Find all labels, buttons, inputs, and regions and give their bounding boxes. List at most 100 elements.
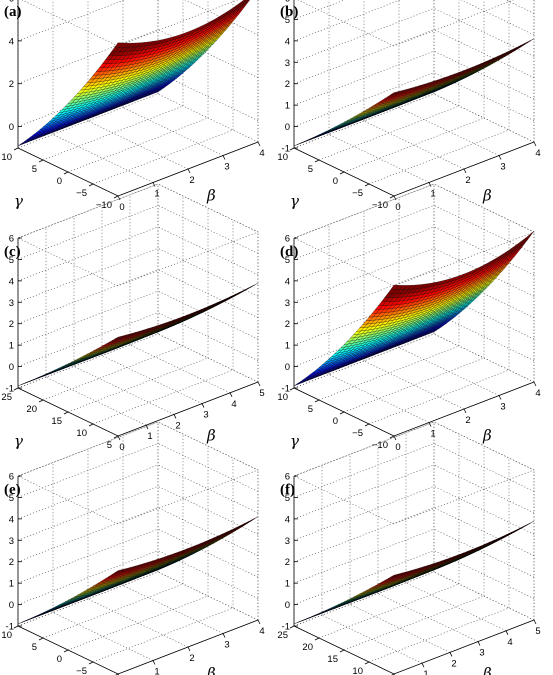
y-tick <box>63 411 69 415</box>
gridline <box>92 129 234 185</box>
gridline <box>363 120 465 170</box>
x-tick-label: 2 <box>465 175 470 186</box>
gridline <box>17 0 125 42</box>
x-tick-label: 4 <box>259 148 264 159</box>
x-tick-label: 0 <box>395 202 400 213</box>
z-tick-label: 6 <box>9 234 14 245</box>
x-tick-label: 3 <box>224 162 229 173</box>
gridline <box>17 29 159 84</box>
z-tick-label: 1 <box>285 101 290 112</box>
x-axis-label: β <box>206 426 216 444</box>
z-tick-label: 4 <box>285 276 290 287</box>
y-tick-label: 5 <box>32 164 37 175</box>
gridline <box>157 312 259 361</box>
z-tick-label: 0 <box>9 362 14 373</box>
z-tick-label: 0 <box>9 122 14 133</box>
z-tick-label: 2 <box>9 319 14 330</box>
gridline <box>17 486 159 541</box>
x-tick-label: 3 <box>500 162 505 173</box>
gridline <box>17 205 159 260</box>
axis-line <box>17 141 259 197</box>
gridline <box>368 129 510 185</box>
y-tick-label: 20 <box>26 404 37 415</box>
gridline <box>293 0 346 20</box>
x-tick <box>257 141 261 147</box>
gridline <box>318 105 460 161</box>
surface-patch <box>114 42 123 48</box>
y-tick-label: 10 <box>76 428 87 439</box>
y-tick-label: −10 <box>96 200 112 211</box>
gridline <box>343 117 485 173</box>
gridline <box>42 105 184 161</box>
gridline <box>293 0 401 42</box>
gridline <box>17 269 159 324</box>
x-tick <box>533 141 537 147</box>
panel-label: (c) <box>4 244 21 260</box>
x-tick-label: 3 <box>500 402 505 413</box>
box-edge <box>297 0 515 47</box>
gridline <box>17 93 159 149</box>
z-tick-label: 4 <box>9 36 14 47</box>
y-tick <box>38 399 44 403</box>
gridline <box>92 607 234 663</box>
x-tick-label: 1 <box>147 431 152 442</box>
x-axis-label: β <box>206 186 216 204</box>
x-tick-label: 0 <box>119 202 124 213</box>
gridline <box>92 369 234 425</box>
axis-line <box>293 381 535 437</box>
axis-line <box>293 141 535 197</box>
x-tick <box>533 381 537 387</box>
gridline <box>157 93 259 143</box>
surface-patch <box>526 230 535 240</box>
z-tick-label: 4 <box>9 276 14 287</box>
y-tick-label: 5 <box>107 440 112 451</box>
gridline <box>52 134 154 183</box>
x-tick-label: 0 <box>395 442 400 453</box>
x-tick <box>463 168 467 174</box>
x-tick-label: 1 <box>154 189 159 200</box>
gridline <box>433 8 535 57</box>
gridline <box>293 50 435 106</box>
gridline <box>17 248 159 303</box>
gridline <box>184 0 259 36</box>
gridline <box>87 598 189 648</box>
x-tick <box>201 403 205 408</box>
gridline <box>157 72 259 121</box>
x-tick-label: 2 <box>175 420 180 431</box>
z-tick-label: 0 <box>285 122 290 133</box>
surface-mesh <box>17 0 250 147</box>
y-tick <box>289 387 295 391</box>
gridline <box>87 120 189 170</box>
z-tick-label: 4 <box>285 36 290 47</box>
gridline <box>363 360 465 410</box>
y-tick-label: 10 <box>277 152 288 163</box>
y-tick-label: −10 <box>372 440 388 451</box>
y-tick <box>389 195 395 199</box>
gridline <box>433 50 535 100</box>
y-tick-label: 0 <box>333 176 338 187</box>
y-tick-label: 0 <box>333 416 338 427</box>
z-tick-label: 2 <box>285 319 290 330</box>
y-tick <box>63 171 69 175</box>
y-tick <box>88 423 94 427</box>
x-tick-label: 4 <box>535 148 540 159</box>
z-tick-label: 3 <box>285 298 290 309</box>
x-tick-label: 4 <box>231 399 236 410</box>
gridline <box>42 345 184 401</box>
x-tick <box>229 392 233 397</box>
panel-label: (a) <box>4 4 22 20</box>
x-tick-label: 1 <box>430 189 435 200</box>
gridline <box>328 374 430 423</box>
gridline <box>293 29 435 84</box>
gridline <box>433 72 535 121</box>
y-tick <box>314 399 320 403</box>
z-tick-label: 6 <box>285 234 290 245</box>
z-tick-label: 3 <box>9 298 14 309</box>
surface-mesh <box>293 38 535 147</box>
x-tick <box>498 395 502 400</box>
